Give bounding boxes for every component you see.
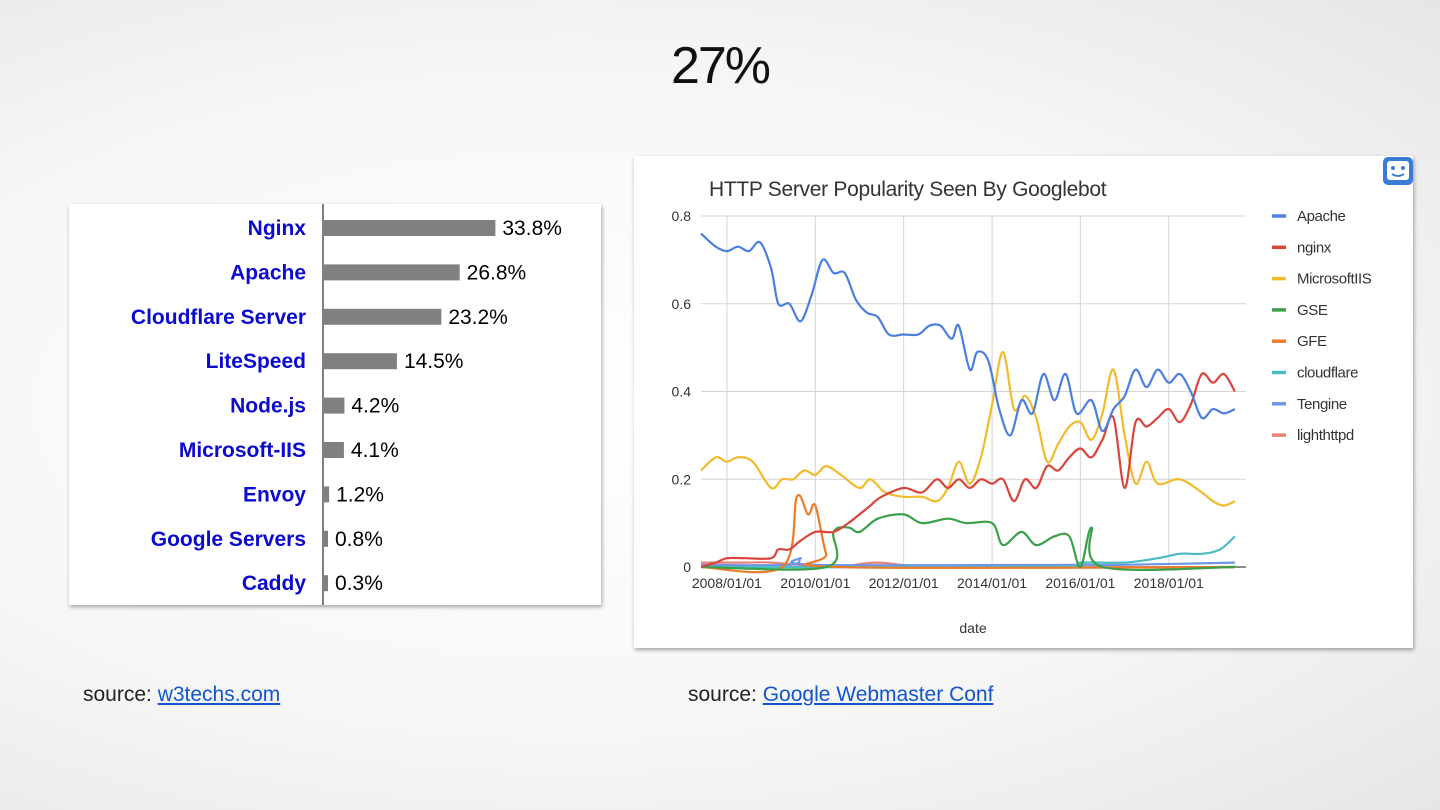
slide-title: 27% <box>670 37 771 95</box>
bar-value-label: 4.1% <box>351 439 399 462</box>
legend-item: MicrosoftIIS <box>1297 271 1372 288</box>
bar-category-label: Google Servers <box>151 528 306 551</box>
line-chart: HTTP Server Popularity Seen By Googlebot… <box>672 157 1413 636</box>
bot-mouth <box>1391 173 1405 177</box>
bar-chart: Nginx 33.8% Apache 26.8% Cloudflare Server 23… <box>131 204 562 605</box>
x-tick-label: 2012/01/01 <box>869 575 939 591</box>
y-tick-label: 0 <box>683 559 691 575</box>
bar-chart-panel: Nginx 33.8% Apache 26.8% Cloudflare Server 23… <box>69 204 601 605</box>
legend-item: nginx <box>1297 239 1332 256</box>
w3techs-link[interactable]: w3techs.com <box>157 683 281 706</box>
bot-eye-right <box>1401 166 1405 170</box>
legend-item: Apache <box>1297 208 1346 225</box>
legend-item: lighthttpd <box>1297 427 1354 444</box>
y-tick-label: 0.6 <box>672 296 692 312</box>
bar-value-label: 4.2% <box>351 395 399 418</box>
y-tick-label: 0.4 <box>672 384 692 400</box>
bar <box>323 486 330 503</box>
x-tick-label: 2018/01/01 <box>1134 575 1204 591</box>
series-line-gfe <box>700 493 1235 574</box>
bot-eye-left <box>1391 166 1395 170</box>
legend-item: cloudflare <box>1297 365 1358 382</box>
bar-value-label: 14.5% <box>404 350 464 373</box>
bar <box>323 397 345 414</box>
bar-value-label: 0.8% <box>335 528 383 551</box>
bar-value-label: 23.2% <box>448 306 508 329</box>
legend-item: GFE <box>1297 333 1327 350</box>
y-tick-label: 0.8 <box>672 208 692 224</box>
bar-value-label: 26.8% <box>467 261 527 284</box>
bar <box>323 220 496 236</box>
bar-value-label: 0.3% <box>335 572 383 595</box>
bar-value-label: 33.8% <box>502 217 562 240</box>
source-right: source: Google Webmaster Conf <box>688 683 993 707</box>
x-tick-label: 2008/01/01 <box>692 575 762 591</box>
bar <box>323 575 328 592</box>
series-line-microsoftiis <box>700 350 1236 507</box>
source-prefix: source: <box>83 683 158 706</box>
y-tick-label: 0.2 <box>672 471 692 487</box>
bar-category-label: LiteSpeed <box>206 350 306 373</box>
bar <box>323 264 460 281</box>
bar-category-label: Microsoft-IIS <box>179 439 306 462</box>
x-tick-label: 2016/01/01 <box>1045 575 1115 591</box>
bar-category-label: Nginx <box>248 217 307 240</box>
source-left: source: w3techs.com <box>83 683 280 707</box>
legend-item: GSE <box>1297 302 1328 319</box>
bar <box>323 530 328 547</box>
webmaster-conf-link[interactable]: Google Webmaster Conf <box>762 683 994 706</box>
bar <box>323 308 442 325</box>
source-prefix: source: <box>688 683 763 706</box>
x-axis-label: date <box>959 620 986 636</box>
legend-item: Tengine <box>1297 396 1347 413</box>
bot-face-screen <box>1387 161 1409 180</box>
bar-category-label: Node.js <box>230 395 306 418</box>
line-chart-title: HTTP Server Popularity Seen By Googlebot <box>709 178 1107 201</box>
bar-value-label: 1.2% <box>336 483 384 506</box>
series-line-gse <box>700 513 1235 572</box>
bar-category-label: Cloudflare Server <box>131 306 306 329</box>
series-line-apache <box>700 232 1236 437</box>
bot-face-icon[interactable] <box>1383 157 1413 185</box>
series-line-nginx <box>700 372 1236 569</box>
x-tick-label: 2010/01/01 <box>780 575 850 591</box>
bar-category-label: Envoy <box>243 483 306 506</box>
line-chart-panel: HTTP Server Popularity Seen By Googlebot… <box>634 156 1413 648</box>
bar-category-label: Caddy <box>242 572 307 595</box>
bar <box>323 442 344 458</box>
x-tick-label: 2014/01/01 <box>957 575 1027 591</box>
bar <box>323 353 397 370</box>
series-line-tengine <box>700 557 1235 567</box>
bar-category-label: Apache <box>230 261 306 284</box>
